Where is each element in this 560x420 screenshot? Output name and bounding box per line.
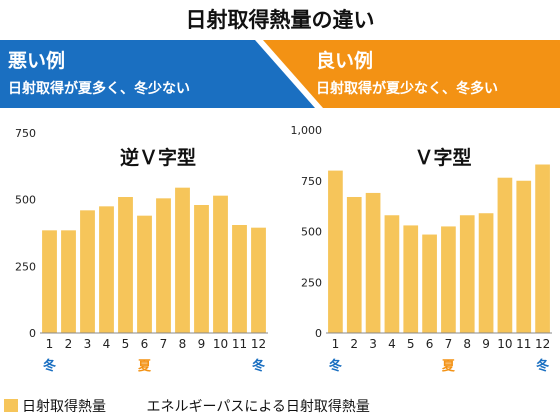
left-chart-bar-9 xyxy=(194,205,209,333)
left-chart-title: 逆Ｖ字型 xyxy=(120,146,196,169)
left-chart-xtick-label: 11 xyxy=(232,337,247,351)
right-chart-bar-3 xyxy=(365,192,381,333)
right-chart-xtick-label: 11 xyxy=(516,337,531,351)
right-chart-season-label: 冬 xyxy=(536,358,549,374)
left-chart-ytick-label: 500 xyxy=(15,194,36,207)
right-chart-bar-11 xyxy=(516,180,532,333)
left-chart-bar-6 xyxy=(137,215,152,333)
left-chart-xtick-label: 1 xyxy=(46,337,54,351)
right-chart-xtick-label: 12 xyxy=(535,337,550,351)
legend: 日射取得熱量 エネルギーパスによる日射取得熱量 xyxy=(4,396,370,416)
right-chart-season-label: 冬 xyxy=(329,358,342,374)
left-chart-xtick-label: 7 xyxy=(160,337,168,351)
right-chart-ytick-label: 500 xyxy=(301,226,322,239)
left-chart-bar-10 xyxy=(213,195,228,333)
left-chart-xtick-label: 5 xyxy=(122,337,130,351)
left-chart-bar-12 xyxy=(251,227,266,333)
left-chart-xtick-label: 8 xyxy=(179,337,187,351)
left-chart-bar-7 xyxy=(156,198,171,333)
right-chart-bar-7 xyxy=(441,226,456,333)
right-chart-bar-8 xyxy=(459,215,475,333)
legend-item-energy-pass: エネルギーパスによる日射取得熱量 xyxy=(146,399,370,415)
good-example-heading: 良い例 xyxy=(316,50,374,72)
legend-swatch xyxy=(4,399,18,412)
left-chart-bar-5 xyxy=(118,197,133,333)
right-chart-xtick-label: 4 xyxy=(388,337,396,351)
bad-example-subtitle: 日射取得が夏多く、冬少ない xyxy=(8,81,190,97)
left-chart-ytick-label: 0 xyxy=(29,327,36,340)
right-chart-bar-2 xyxy=(346,196,362,333)
left-chart-xtick-label: 3 xyxy=(84,337,92,351)
right-chart-xtick-label: 10 xyxy=(497,337,512,351)
right-chart-season-label: 夏 xyxy=(441,359,456,374)
left-chart-ytick-label: 750 xyxy=(15,127,36,140)
bad-example-heading: 悪い例 xyxy=(8,50,66,72)
right-chart-ytick-label: 1,000 xyxy=(291,124,323,137)
right-chart-xtick-label: 1 xyxy=(332,337,340,351)
legend-item-solar-gain: 日射取得熱量 xyxy=(22,399,106,415)
left-chart-bar-4 xyxy=(99,206,114,333)
right-chart-ytick-label: 250 xyxy=(301,276,322,289)
left-chart-ytick-label: 250 xyxy=(15,260,36,273)
left-chart-xtick-label: 4 xyxy=(103,337,111,351)
right-chart-ytick-label: 750 xyxy=(301,175,322,188)
left-chart-xtick-label: 10 xyxy=(213,337,228,351)
left-chart-bar-3 xyxy=(80,210,95,333)
left-chart-xtick-label: 6 xyxy=(141,337,149,351)
right-chart-bar-4 xyxy=(384,215,400,333)
right-chart-xtick-label: 7 xyxy=(445,337,453,351)
right-chart-bar-12 xyxy=(535,164,550,333)
left-chart-season-label: 夏 xyxy=(137,359,152,374)
left-chart-xtick-label: 2 xyxy=(65,337,73,351)
left-chart-bar-11 xyxy=(232,225,247,333)
right-chart-xtick-label: 6 xyxy=(426,337,434,351)
left-chart-season-label: 冬 xyxy=(43,358,56,374)
good-example-subtitle: 日射取得が夏少なく、冬多い xyxy=(316,81,498,97)
right-chart-xtick-label: 5 xyxy=(407,337,415,351)
right-chart-title: Ｖ字型 xyxy=(414,146,471,169)
right-chart-ytick-label: 0 xyxy=(315,327,322,340)
page-title: 日射取得熱量の違い xyxy=(185,8,375,32)
right-chart-xtick-label: 3 xyxy=(369,337,377,351)
left-chart-bar-2 xyxy=(61,230,76,333)
left-chart-bar-1 xyxy=(42,230,57,333)
left-chart-xtick-label: 12 xyxy=(251,337,266,351)
right-chart-bar-6 xyxy=(422,234,437,333)
right-chart-bar-10 xyxy=(497,177,513,333)
left-chart-xtick-label: 9 xyxy=(198,337,206,351)
right-chart-xtick-label: 8 xyxy=(463,337,471,351)
right-chart-bar-5 xyxy=(403,225,419,333)
left-chart-bar-8 xyxy=(175,187,190,333)
right-chart-bar-1 xyxy=(328,170,343,333)
bad-example-banner: 悪い例 日射取得が夏多く、冬少ない xyxy=(0,40,315,108)
right-chart-bar-9 xyxy=(478,213,494,333)
left-chart-season-label: 冬 xyxy=(252,358,265,374)
right-chart-xtick-label: 2 xyxy=(350,337,358,351)
right-chart-xtick-label: 9 xyxy=(482,337,490,351)
